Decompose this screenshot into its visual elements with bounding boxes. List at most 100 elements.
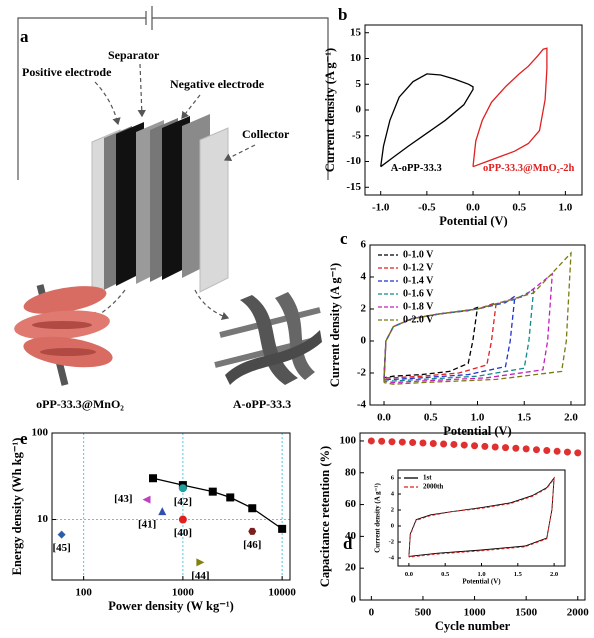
series-line xyxy=(383,306,479,379)
series-line xyxy=(383,251,572,385)
y-tick-label: 80 xyxy=(345,466,357,478)
x-axis-title: Cycle number xyxy=(435,619,511,633)
x-tick-label: -0.5 xyxy=(418,202,436,214)
marker xyxy=(419,439,427,447)
marker xyxy=(481,442,489,450)
x-tick-label: 1.0 xyxy=(471,412,485,424)
y-tick-label: 0 xyxy=(351,594,357,606)
marker xyxy=(543,446,551,454)
plot-frame xyxy=(364,24,583,196)
marker xyxy=(208,487,217,496)
y-tick-label: 100 xyxy=(340,434,357,446)
wire xyxy=(152,17,329,180)
carbon-sheets xyxy=(214,292,322,385)
y-tick-label: -2 xyxy=(357,367,367,379)
marker xyxy=(450,440,458,448)
x-tick-label: 0 xyxy=(369,607,375,619)
x-tick-label: 1.5 xyxy=(514,571,523,578)
legend-label: 0-1.4 V xyxy=(403,275,434,286)
y-tick-label: 6 xyxy=(361,239,367,251)
marker xyxy=(522,445,530,453)
label: Collector xyxy=(242,127,290,141)
mno2-composite xyxy=(14,284,113,386)
point-label: [43] xyxy=(114,493,132,505)
material-label: A-oPP-33.3 xyxy=(233,397,291,411)
marker xyxy=(440,440,448,448)
series-line xyxy=(472,47,548,168)
marker xyxy=(429,439,437,447)
point-label: [42] xyxy=(174,496,192,508)
x-tick-label: 1.0 xyxy=(477,571,485,578)
marker xyxy=(574,449,582,457)
x-tick-label: 0.0 xyxy=(405,571,413,578)
arrow xyxy=(137,63,146,118)
plot-frame xyxy=(397,469,566,567)
series-line xyxy=(383,272,554,384)
series-line xyxy=(408,476,555,557)
y-tick-label: 0 xyxy=(356,104,362,116)
legend-label: 0-2.0 V xyxy=(403,314,434,325)
material-label: oPP-33.3@MnO₂ xyxy=(36,397,124,411)
label: Positive electrode xyxy=(22,65,112,79)
marker xyxy=(409,439,417,447)
y-tick-label: 2 xyxy=(361,303,367,315)
x-axis-title: Potential (V) xyxy=(462,578,501,586)
legend-label: 0-1.8 V xyxy=(403,301,434,312)
y-tick-label: 10 xyxy=(37,513,49,525)
x-tick-label: 1000 xyxy=(172,587,195,599)
label: Negative electrode xyxy=(170,77,265,91)
x-tick-label: 100 xyxy=(75,587,92,599)
x-tick-label: 2.0 xyxy=(564,412,578,424)
arrow xyxy=(94,81,121,126)
arrow xyxy=(194,289,230,320)
plot-frame xyxy=(369,244,586,406)
point-label: [46] xyxy=(243,539,261,551)
legend-label: 2000th xyxy=(423,483,443,491)
x-tick-label: 1.5 xyxy=(517,412,531,424)
y-axis-title: Capacitance retention (%) xyxy=(318,446,332,587)
y-axis-title: Current density (A g⁻¹) xyxy=(323,48,337,172)
arrow xyxy=(223,144,256,162)
point-label: [40] xyxy=(174,527,192,539)
label: Separator xyxy=(108,48,160,62)
y-tick-label: -4 xyxy=(389,554,395,561)
marker xyxy=(248,504,257,513)
y-axis-title: Current density (A g⁻¹) xyxy=(374,483,382,553)
y-tick-label: 4 xyxy=(391,490,395,497)
marker xyxy=(491,443,499,451)
y-tick-label: -4 xyxy=(357,399,367,411)
x-tick-label: 1500 xyxy=(515,607,538,619)
x-axis-title: Potential (V) xyxy=(443,424,511,438)
x-tick-label: 0.0 xyxy=(377,412,391,424)
y-tick-label: 5 xyxy=(356,78,362,90)
series-line xyxy=(152,477,283,530)
panel-label: b xyxy=(338,5,347,24)
y-tick-label: 60 xyxy=(345,498,357,510)
x-tick-label: -1.0 xyxy=(372,202,390,214)
y-tick-label: -15 xyxy=(346,181,361,193)
y-tick-label: -2 xyxy=(389,538,394,545)
marker xyxy=(178,484,187,493)
marker xyxy=(378,437,386,445)
marker xyxy=(178,515,187,524)
marker xyxy=(460,441,468,449)
x-tick-label: 0.5 xyxy=(424,412,438,424)
marker xyxy=(563,448,571,456)
panel-label: d xyxy=(343,534,353,553)
x-tick-label: 0.0 xyxy=(466,202,480,214)
y-tick-label: 15 xyxy=(350,26,362,38)
x-tick-label: 0.5 xyxy=(441,571,450,578)
y-tick-label: 20 xyxy=(345,562,357,574)
x-axis-title: Potential (V) xyxy=(439,214,507,228)
y-tick-label: 6 xyxy=(391,474,395,481)
plot-frame xyxy=(51,432,291,581)
marker xyxy=(278,524,287,533)
wire xyxy=(17,17,146,180)
marker xyxy=(149,474,158,483)
marker xyxy=(512,444,520,452)
x-tick-label: 2000 xyxy=(567,607,590,619)
x-tick-label: 10000 xyxy=(268,587,296,599)
series-line xyxy=(380,73,474,168)
x-tick-label: 0.5 xyxy=(512,202,526,214)
y-axis-title: Current density (A g⁻¹) xyxy=(328,263,342,387)
